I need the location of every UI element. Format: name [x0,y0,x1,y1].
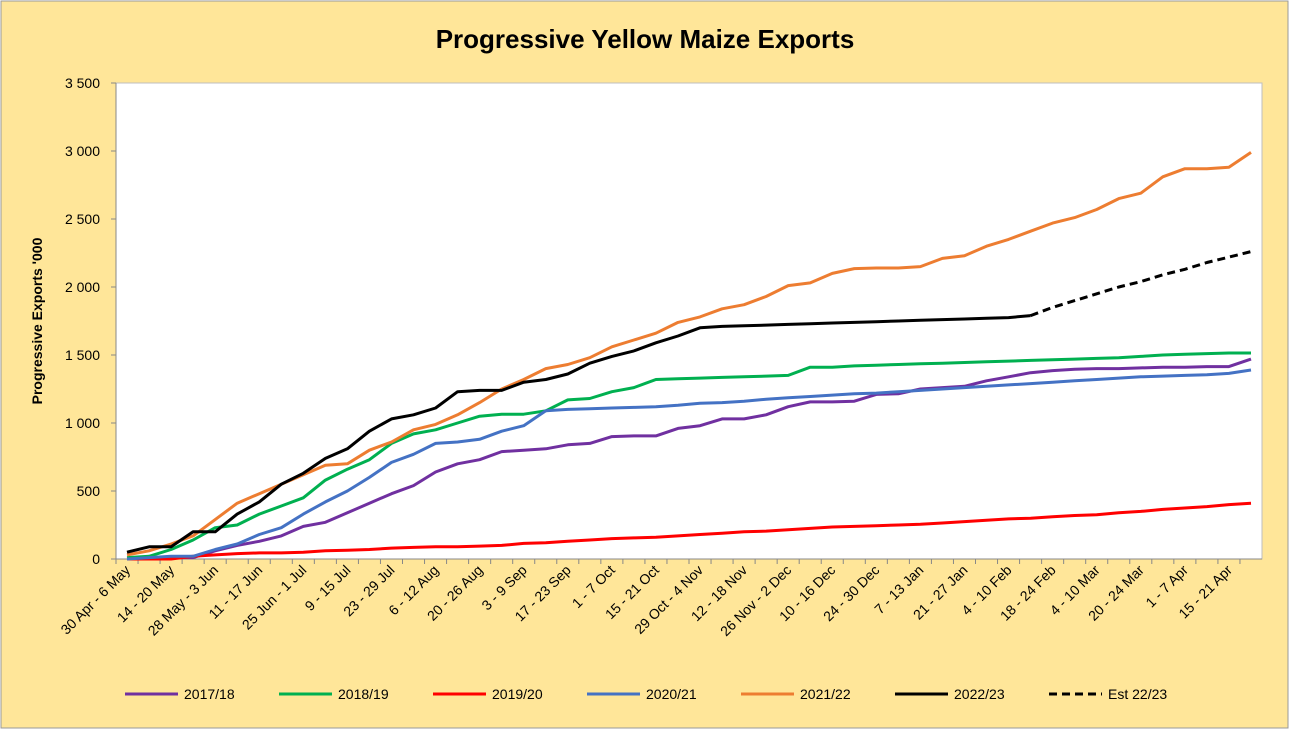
series-line [127,501,1252,561]
legend-label: 2021/22 [800,686,851,702]
legend-label: 2017/18 [184,686,235,702]
series-line [127,357,1252,561]
y-tick-label: 3 000 [65,143,100,159]
y-tick-label: 3 500 [65,75,100,91]
legend-label: 2019/20 [492,686,543,702]
y-tick-label: 0 [92,551,100,567]
series-line [126,314,1031,554]
y-tick-label: 500 [77,483,101,499]
y-axis-label: Progressive Exports '000 [29,237,45,404]
y-tick-label: 1 000 [65,415,100,431]
y-tick-label: 2 000 [65,279,100,295]
legend-label: Est 22/23 [1108,686,1167,702]
series-line [126,368,1252,561]
series-line [126,351,1251,560]
y-tick-label: 2 500 [65,211,100,227]
legend-label: 2018/19 [338,686,389,702]
legend-label: 2020/21 [646,686,697,702]
y-tick-label: 1 500 [65,347,100,363]
series-line [126,151,1252,557]
chart-title: Progressive Yellow Maize Exports [436,24,855,54]
legend-label: 2022/23 [954,686,1005,702]
